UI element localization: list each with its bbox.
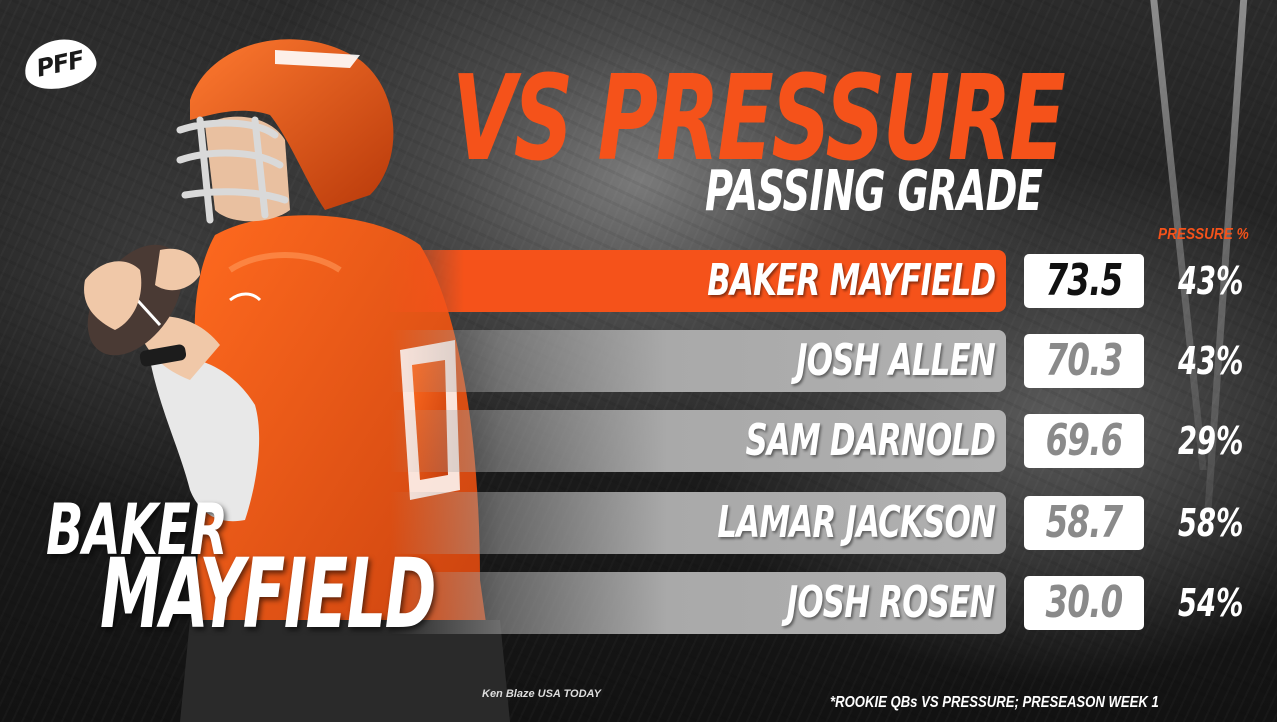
player-name-bar bbox=[390, 410, 1006, 472]
pressure-percent-value: 29% bbox=[1178, 419, 1244, 463]
player-name-label: BAKER MAYFIELD bbox=[706, 255, 996, 306]
table-row: JOSH ALLEN 70.3 43% bbox=[0, 330, 1277, 392]
player-name-bar bbox=[390, 330, 1006, 392]
player-name-bar bbox=[390, 250, 1006, 312]
player-name-label: JOSH ROSEN bbox=[787, 577, 996, 628]
player-name-bar bbox=[390, 492, 1006, 554]
table-row: SAM DARNOLD 69.6 29% bbox=[0, 410, 1277, 472]
grade-box: 58.7 bbox=[1024, 496, 1144, 550]
pressure-percent-value: 54% bbox=[1178, 581, 1244, 625]
chart-title: VS PRESSURE bbox=[452, 49, 1066, 187]
grade-box: 70.3 bbox=[1024, 334, 1144, 388]
player-name-label: SAM DARNOLD bbox=[745, 415, 996, 466]
grade-value: 73.5 bbox=[1045, 255, 1124, 306]
table-row: LAMAR JACKSON 58.7 58% bbox=[0, 492, 1277, 554]
table-row: JOSH ROSEN 30.0 54% bbox=[0, 572, 1277, 634]
grade-value: 69.6 bbox=[1045, 415, 1124, 466]
player-name-bar bbox=[390, 572, 1006, 634]
featured-player-first-name: BAKER bbox=[46, 489, 228, 571]
grade-box: 30.0 bbox=[1024, 576, 1144, 630]
chart-subtitle: PASSING GRADE bbox=[705, 159, 1043, 224]
grade-value: 30.0 bbox=[1045, 577, 1124, 628]
player-name-label: JOSH ALLEN bbox=[796, 335, 996, 386]
featured-player-last-name: MAYFIELD bbox=[100, 538, 436, 650]
grade-box: 73.5 bbox=[1024, 254, 1144, 308]
player-name-label: LAMAR JACKSON bbox=[717, 497, 996, 548]
pressure-percent-value: 43% bbox=[1178, 259, 1244, 303]
grade-box: 69.6 bbox=[1024, 414, 1144, 468]
footnote: *ROOKIE QBs VS PRESSURE; PRESEASON WEEK … bbox=[830, 694, 1159, 711]
pressure-percent-value: 58% bbox=[1178, 501, 1244, 545]
pressure-percent-value: 43% bbox=[1178, 339, 1244, 383]
photo-credit: Ken Blaze USA TODAY bbox=[482, 688, 601, 700]
pressure-column-header: PRESSURE % bbox=[1158, 226, 1249, 243]
grade-value: 58.7 bbox=[1045, 497, 1124, 548]
table-row: BAKER MAYFIELD 73.5 43% bbox=[0, 250, 1277, 312]
grade-value: 70.3 bbox=[1045, 335, 1124, 386]
